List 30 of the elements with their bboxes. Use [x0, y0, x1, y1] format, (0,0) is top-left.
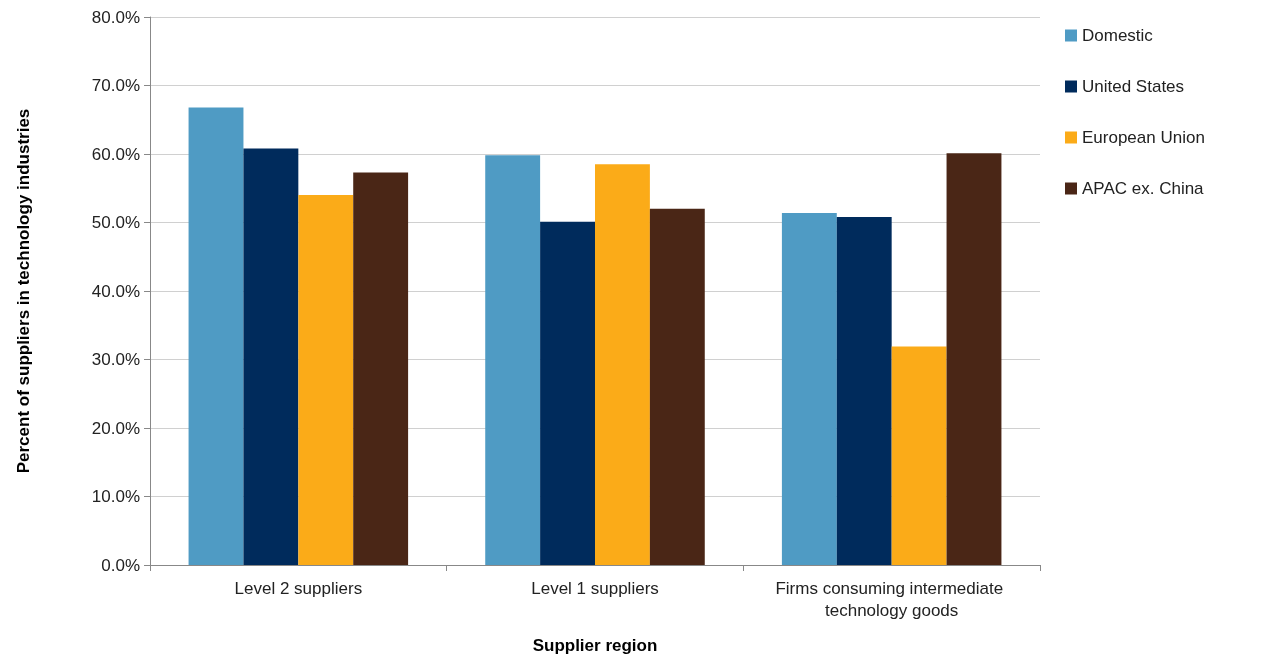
legend-label: APAC ex. China — [1082, 179, 1205, 198]
y-tick-label: 30.0% — [91, 350, 140, 369]
bar — [353, 172, 409, 565]
bar — [298, 195, 354, 565]
bar — [540, 221, 595, 565]
x-tick-label: Firms consuming intermediate technology goods — [775, 578, 1008, 620]
legend-label: European Union — [1082, 128, 1205, 147]
legend-label: United States — [1082, 77, 1185, 96]
y-tick-label: 0.0% — [101, 555, 140, 575]
bar — [188, 107, 244, 565]
y-tick-label: 50.0% — [91, 213, 140, 232]
bar — [485, 155, 541, 565]
legend-label: Domestic — [1082, 26, 1154, 45]
x-tick-label: Level 1 suppliers — [531, 578, 659, 598]
bar — [595, 164, 650, 565]
bar — [891, 346, 947, 565]
y-tick-label: 10.0% — [91, 487, 140, 506]
y-tick-label: 80.0% — [91, 7, 140, 27]
y-tick-label: 40.0% — [91, 281, 140, 301]
bar — [243, 148, 299, 565]
y-tick-label: 70.0% — [91, 76, 140, 95]
bar — [781, 212, 837, 565]
y-tick-label: 60.0% — [91, 144, 140, 164]
y-tick-label: 20.0% — [91, 418, 140, 438]
bar — [836, 217, 892, 565]
x-axis-title: Supplier region — [532, 636, 658, 655]
bar — [946, 153, 1002, 565]
y-axis-title: Percent of suppliers in technology industries — [14, 108, 33, 474]
x-tick-label: Level 2 suppliers — [234, 578, 363, 598]
bar — [649, 208, 705, 565]
